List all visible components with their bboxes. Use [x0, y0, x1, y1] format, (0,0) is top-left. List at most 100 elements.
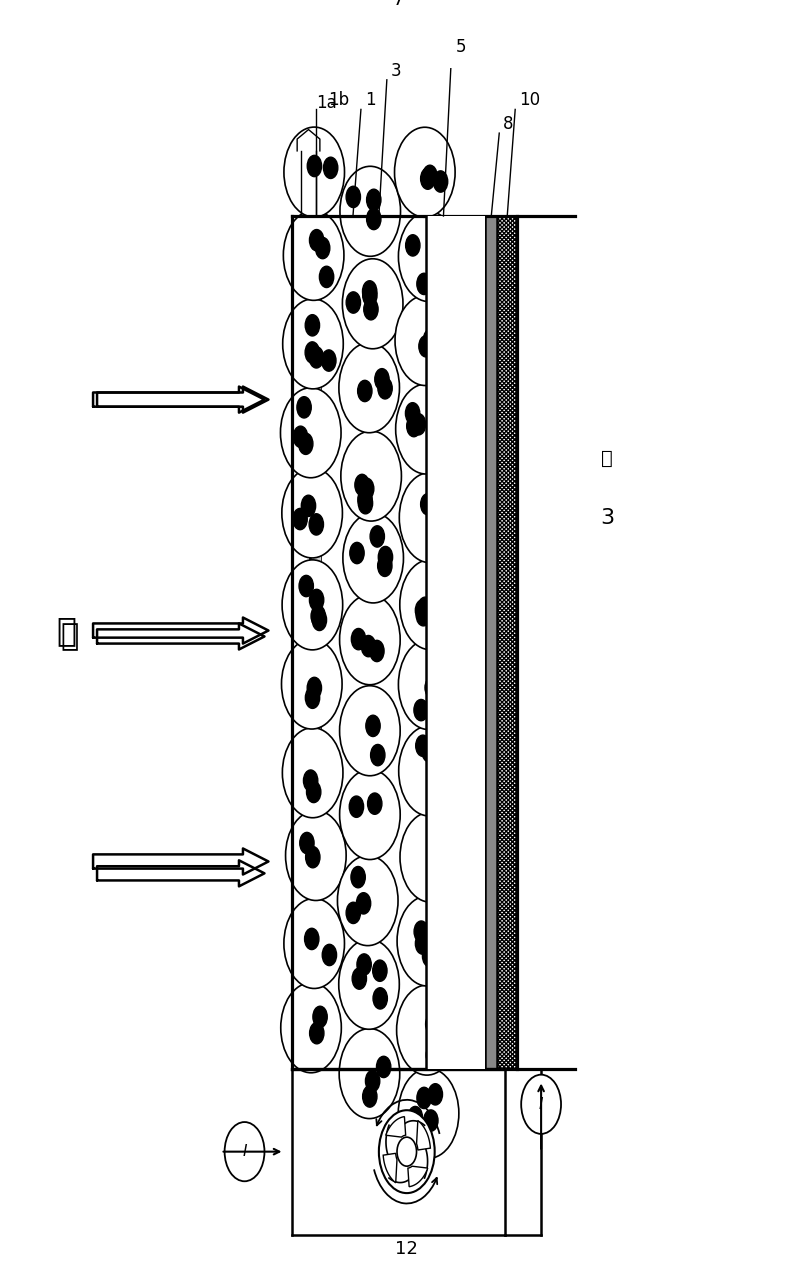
Circle shape [377, 1056, 391, 1078]
Circle shape [310, 347, 323, 369]
Text: 光: 光 [57, 615, 77, 647]
Text: 8: 8 [503, 115, 514, 133]
Circle shape [425, 946, 439, 968]
Circle shape [310, 230, 324, 251]
Circle shape [414, 699, 428, 721]
Circle shape [398, 212, 459, 302]
Circle shape [395, 295, 456, 385]
Circle shape [307, 155, 322, 177]
Bar [322, 216, 426, 1069]
Circle shape [340, 770, 400, 859]
Text: I: I [242, 1145, 246, 1160]
Circle shape [303, 770, 318, 791]
Circle shape [398, 726, 459, 817]
Circle shape [350, 543, 364, 564]
Circle shape [359, 478, 374, 500]
Circle shape [422, 945, 437, 967]
Circle shape [521, 1075, 561, 1133]
Circle shape [351, 867, 366, 887]
Circle shape [312, 610, 326, 631]
Circle shape [358, 380, 372, 401]
Circle shape [281, 983, 342, 1073]
Bar [426, 216, 486, 1069]
Circle shape [338, 939, 399, 1030]
Circle shape [406, 235, 420, 256]
Circle shape [432, 506, 446, 528]
Circle shape [282, 639, 342, 729]
Polygon shape [417, 1121, 430, 1150]
Text: 5: 5 [455, 38, 466, 56]
Circle shape [415, 933, 430, 954]
Circle shape [309, 514, 323, 535]
Text: 12: 12 [395, 1241, 418, 1258]
Polygon shape [408, 1166, 428, 1186]
Circle shape [355, 475, 370, 496]
Circle shape [311, 606, 326, 627]
Circle shape [282, 299, 343, 389]
Circle shape [306, 847, 320, 868]
Circle shape [415, 599, 430, 621]
Circle shape [299, 575, 314, 597]
Text: I: I [539, 1097, 543, 1112]
Circle shape [306, 781, 321, 803]
Bar [292, 216, 310, 1069]
Circle shape [398, 1069, 459, 1159]
Circle shape [362, 636, 376, 656]
Bar [322, 216, 486, 1069]
Circle shape [284, 127, 345, 217]
Circle shape [408, 1107, 422, 1128]
Circle shape [306, 314, 319, 336]
Circle shape [411, 414, 426, 435]
Circle shape [399, 472, 460, 563]
Circle shape [340, 167, 401, 256]
Circle shape [338, 856, 398, 945]
Circle shape [302, 495, 316, 516]
Circle shape [378, 377, 392, 399]
Text: 1b: 1b [328, 91, 349, 110]
Bar [486, 216, 498, 1069]
Circle shape [417, 1088, 431, 1108]
Circle shape [315, 237, 330, 259]
Circle shape [367, 793, 382, 814]
Circle shape [396, 384, 456, 475]
Text: 1a: 1a [317, 93, 338, 112]
Circle shape [421, 168, 435, 189]
Circle shape [417, 274, 431, 294]
Circle shape [346, 902, 361, 924]
Circle shape [366, 716, 380, 737]
Circle shape [370, 526, 385, 548]
Circle shape [421, 493, 435, 515]
Circle shape [439, 251, 453, 271]
Circle shape [357, 954, 371, 976]
Circle shape [343, 512, 403, 603]
Circle shape [322, 944, 337, 965]
Circle shape [370, 640, 384, 661]
Text: 10: 10 [519, 91, 540, 110]
Circle shape [339, 594, 400, 685]
Circle shape [364, 299, 378, 319]
Circle shape [400, 813, 461, 902]
Circle shape [378, 555, 392, 577]
Circle shape [400, 559, 460, 650]
Circle shape [358, 488, 372, 510]
Circle shape [319, 266, 334, 288]
Circle shape [322, 350, 336, 371]
Circle shape [423, 329, 438, 351]
Circle shape [366, 208, 381, 230]
Circle shape [339, 343, 399, 433]
Circle shape [283, 211, 344, 300]
Text: 7: 7 [392, 0, 404, 9]
Circle shape [366, 189, 381, 211]
Circle shape [428, 1084, 442, 1106]
Circle shape [306, 687, 320, 708]
Circle shape [398, 640, 459, 729]
Circle shape [416, 604, 430, 626]
Polygon shape [386, 1117, 406, 1137]
Circle shape [351, 628, 366, 650]
Circle shape [397, 1137, 417, 1166]
Circle shape [362, 1085, 377, 1107]
Circle shape [418, 597, 432, 618]
Circle shape [435, 596, 450, 617]
Circle shape [362, 285, 377, 305]
Circle shape [356, 892, 370, 914]
